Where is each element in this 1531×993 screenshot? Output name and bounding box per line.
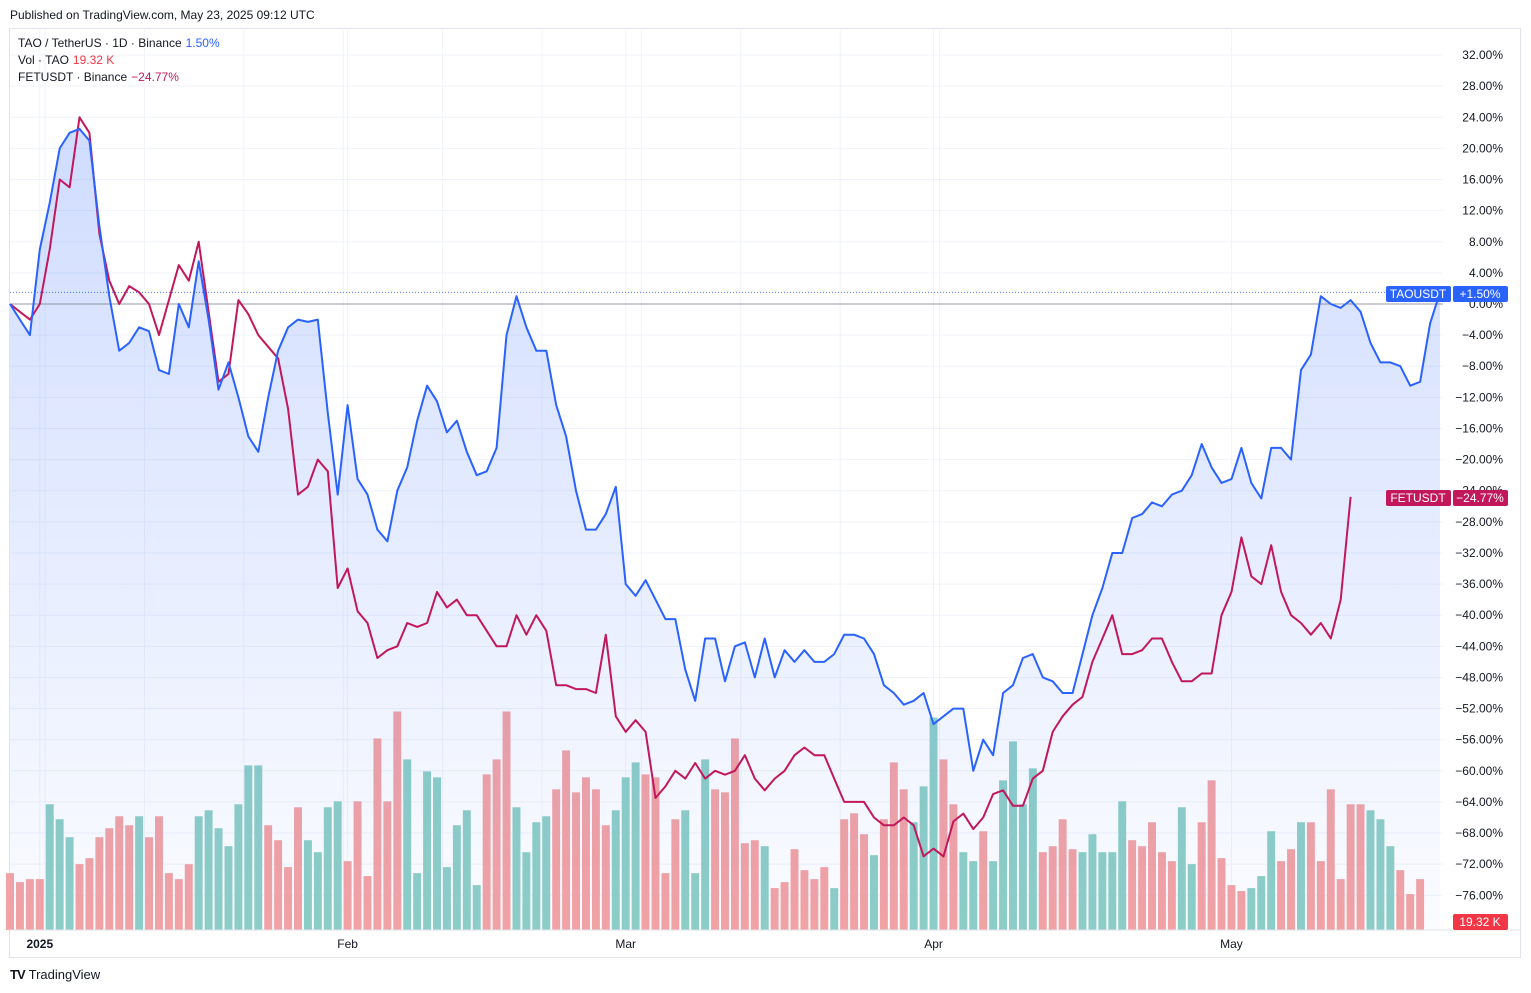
y-tick-label: −76.00% <box>1455 888 1503 902</box>
tao-badge-name-bg <box>1386 286 1451 302</box>
y-tick-label: −48.00% <box>1455 670 1503 684</box>
legend-compare[interactable]: FETUSDT · Binance −24.77% <box>18 69 220 86</box>
y-tick-label: 20.00% <box>1462 141 1503 155</box>
x-tick-label: May <box>1220 937 1243 951</box>
y-tick-label: −20.00% <box>1455 453 1503 467</box>
y-tick-label: −32.00% <box>1455 546 1503 560</box>
y-tick-label: −40.00% <box>1455 608 1503 622</box>
y-tick-label: 12.00% <box>1462 204 1503 218</box>
tao-badge-value-bg <box>1453 286 1508 302</box>
x-axis: 2025 Feb Mar Apr May <box>9 929 1521 951</box>
fetusdt-line <box>9 116 1352 858</box>
tao-badge-value: +1.50% <box>1459 287 1500 301</box>
legend-volume-label: Vol · TAO <box>18 53 69 67</box>
y-tick-label: 28.00% <box>1462 79 1503 93</box>
y-tick-label: −64.00% <box>1455 795 1503 809</box>
legend-compare-label: FETUSDT · Binance <box>18 70 128 84</box>
y-tick-label: −28.00% <box>1455 515 1503 529</box>
y-tick-label: −12.00% <box>1455 390 1503 404</box>
x-tick-label: 2025 <box>26 937 53 951</box>
y-tick-label: 24.00% <box>1462 110 1503 124</box>
chart-frame <box>9 28 1521 958</box>
legend-main[interactable]: TAO / TetherUS · 1D · Binance 1.50% <box>18 35 220 52</box>
footer-brand: TradingView <box>28 967 101 982</box>
footer[interactable]: TV TradingView <box>10 967 100 982</box>
taousdt-line <box>9 127 1441 772</box>
legend: TAO / TetherUS · 1D · Binance 1.50% Vol ·… <box>18 35 220 86</box>
y-tick-label: 16.00% <box>1462 173 1503 187</box>
published-caption: Published on TradingView.com, May 23, 20… <box>10 8 315 22</box>
volume-badge-value-bg <box>1453 914 1508 930</box>
legend-compare-value: −24.77% <box>131 70 179 84</box>
y-tick-label: −44.00% <box>1455 639 1503 653</box>
y-tick-label: 32.00% <box>1462 48 1503 62</box>
legend-main-label: TAO / TetherUS · 1D · Binance <box>18 36 182 50</box>
legend-volume[interactable]: Vol · TAO 19.32 K <box>18 52 220 69</box>
fet-badge-value-bg <box>1453 490 1508 506</box>
fet-badge-name-bg <box>1386 490 1451 506</box>
fet-badge-value: −24.77% <box>1456 491 1504 505</box>
y-axis: 32.00% 28.00% 24.00% 20.00% 16.00% 12.00% 8.00… <box>1455 48 1503 902</box>
y-tick-label: −60.00% <box>1455 764 1503 778</box>
x-tick-label: Feb <box>337 937 358 951</box>
y-tick-label: −4.00% <box>1462 328 1503 342</box>
fet-badge-name: FETUSDT <box>1390 491 1446 505</box>
tradingview-logo-icon: TV <box>10 967 26 982</box>
y-tick-label: −72.00% <box>1455 857 1503 871</box>
y-tick-label: −56.00% <box>1455 733 1503 747</box>
x-tick-label: Apr <box>924 937 943 951</box>
y-tick-label: −36.00% <box>1455 577 1503 591</box>
tao-area-fill <box>10 128 1440 930</box>
y-tick-label: −68.00% <box>1455 826 1503 840</box>
y-tick-label: −8.00% <box>1462 359 1503 373</box>
legend-main-value: 1.50% <box>185 36 220 50</box>
y-tick-label: 4.00% <box>1469 266 1503 280</box>
x-tick-label: Mar <box>615 937 636 951</box>
y-tick-label: −16.00% <box>1455 421 1503 435</box>
y-tick-label: −52.00% <box>1455 702 1503 716</box>
legend-volume-value: 19.32 K <box>72 53 115 67</box>
y-tick-label: 8.00% <box>1469 235 1503 249</box>
volume-badge-value: 19.32 K <box>1459 915 1500 929</box>
tao-badge-name: TAOUSDT <box>1390 287 1447 301</box>
series-lines <box>9 116 1441 858</box>
price-badges: TAOUSDT +1.50% FETUSDT −24.77% 19.32 K <box>1386 286 1508 930</box>
